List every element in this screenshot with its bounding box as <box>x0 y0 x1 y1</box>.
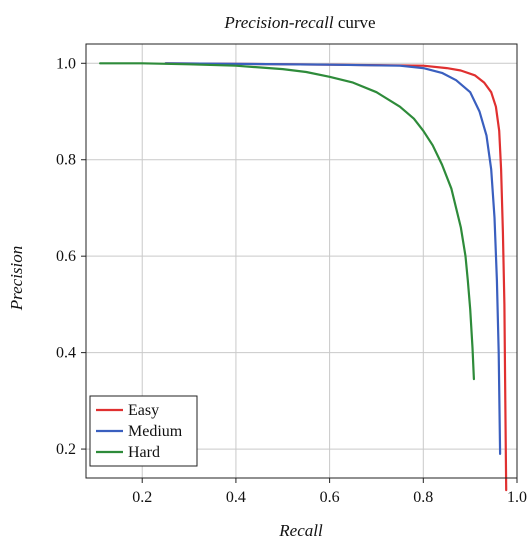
chart-title-rest: curve <box>334 13 376 32</box>
y-tick-label: 0.2 <box>56 441 76 458</box>
series-line-hard <box>98 62 475 381</box>
series-lines <box>98 62 508 492</box>
x-tick-label: 0.2 <box>132 489 152 506</box>
x-tick-label: 1.0 <box>507 489 527 506</box>
tick-marks <box>81 62 518 483</box>
x-tick-label: 0.4 <box>226 489 246 506</box>
legend-box <box>89 395 198 467</box>
legend-label-medium: Medium <box>128 423 183 440</box>
x-axis-label: Recall <box>278 521 323 540</box>
series-line-medium <box>164 62 502 455</box>
x-tick-label: 0.6 <box>320 489 340 506</box>
y-axis-label: Precision <box>7 246 26 312</box>
tick-labels: 0.2 0.4 0.6 0.8 1.0 0.2 0.4 0.6 0.8 1.0 <box>56 55 527 506</box>
y-tick-label: 0.6 <box>56 248 76 265</box>
legend-label-easy: Easy <box>128 402 159 419</box>
x-tick-label: 0.8 <box>413 489 433 506</box>
legend: Easy Medium Hard <box>89 395 198 467</box>
legend-label-hard: Hard <box>128 444 160 461</box>
y-tick-label: 1.0 <box>56 55 76 72</box>
series-line-easy <box>164 62 508 492</box>
y-tick-label: 0.8 <box>56 152 76 169</box>
chart-title-italic: Precision-recall <box>223 13 333 32</box>
chart-title: Precision-recall curve <box>223 13 375 32</box>
plot-frame <box>85 43 518 479</box>
y-tick-label: 0.4 <box>56 345 76 362</box>
